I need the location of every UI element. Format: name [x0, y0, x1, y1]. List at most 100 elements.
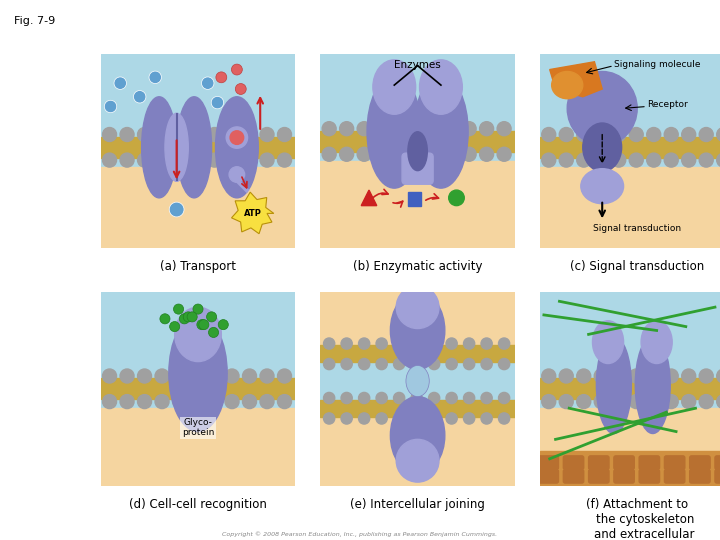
Ellipse shape — [641, 321, 672, 363]
Circle shape — [699, 153, 714, 167]
Circle shape — [392, 122, 406, 136]
Circle shape — [392, 147, 406, 161]
Text: (f) Attachment to
    the cytoskeleton
    and extracellular
    matrix (ECM): (f) Attachment to the cytoskeleton and e… — [580, 498, 695, 540]
Circle shape — [629, 369, 643, 383]
FancyBboxPatch shape — [690, 469, 710, 483]
Ellipse shape — [396, 440, 439, 482]
Circle shape — [230, 131, 243, 144]
Bar — [540, 378, 720, 400]
Circle shape — [120, 127, 134, 141]
Circle shape — [138, 369, 151, 383]
Circle shape — [498, 359, 510, 370]
Circle shape — [120, 369, 134, 383]
Ellipse shape — [215, 97, 258, 198]
Circle shape — [577, 153, 590, 167]
Circle shape — [341, 393, 352, 403]
Circle shape — [104, 100, 117, 113]
FancyBboxPatch shape — [665, 469, 685, 483]
Circle shape — [647, 369, 661, 383]
Circle shape — [665, 127, 678, 141]
Bar — [101, 167, 295, 248]
FancyBboxPatch shape — [589, 456, 609, 469]
Circle shape — [323, 393, 335, 403]
Bar — [320, 161, 515, 248]
Circle shape — [190, 395, 204, 409]
Circle shape — [173, 153, 186, 167]
Circle shape — [231, 64, 243, 75]
Circle shape — [497, 147, 511, 161]
Circle shape — [187, 312, 197, 322]
Ellipse shape — [175, 307, 221, 362]
Circle shape — [629, 153, 643, 167]
Circle shape — [612, 153, 626, 167]
Text: (b) Enzymatic activity: (b) Enzymatic activity — [353, 260, 482, 273]
Circle shape — [243, 153, 256, 167]
Circle shape — [225, 127, 239, 141]
Ellipse shape — [408, 132, 428, 171]
Circle shape — [207, 369, 222, 383]
Circle shape — [359, 393, 370, 403]
Circle shape — [411, 338, 422, 349]
Circle shape — [193, 304, 203, 314]
Circle shape — [612, 127, 626, 141]
Circle shape — [149, 71, 161, 84]
FancyBboxPatch shape — [402, 153, 433, 184]
Circle shape — [612, 369, 626, 383]
Circle shape — [133, 91, 146, 103]
Circle shape — [359, 413, 370, 424]
Circle shape — [243, 127, 256, 141]
Circle shape — [647, 127, 661, 141]
Circle shape — [374, 147, 389, 161]
Bar — [101, 137, 295, 158]
Circle shape — [229, 167, 245, 183]
Text: Signal transduction: Signal transduction — [593, 225, 681, 233]
Circle shape — [462, 122, 476, 136]
Circle shape — [138, 127, 151, 141]
Circle shape — [138, 395, 151, 409]
Circle shape — [480, 147, 494, 161]
Circle shape — [541, 395, 556, 409]
FancyBboxPatch shape — [563, 469, 584, 483]
Circle shape — [481, 393, 492, 403]
Circle shape — [155, 395, 169, 409]
Ellipse shape — [142, 97, 176, 198]
Circle shape — [594, 153, 608, 167]
Circle shape — [102, 369, 117, 383]
Circle shape — [173, 127, 186, 141]
Circle shape — [341, 359, 352, 370]
Circle shape — [428, 413, 440, 424]
Bar — [320, 400, 515, 417]
Circle shape — [260, 369, 274, 383]
Circle shape — [629, 395, 643, 409]
FancyBboxPatch shape — [639, 456, 660, 469]
FancyBboxPatch shape — [715, 469, 720, 483]
Circle shape — [209, 327, 219, 338]
Circle shape — [394, 359, 405, 370]
Circle shape — [374, 122, 389, 136]
Circle shape — [541, 369, 556, 383]
Circle shape — [716, 127, 720, 141]
Ellipse shape — [593, 321, 624, 363]
Circle shape — [207, 127, 222, 141]
Ellipse shape — [176, 97, 212, 198]
Circle shape — [559, 369, 573, 383]
Text: Fig. 7-9: Fig. 7-9 — [14, 16, 55, 26]
Circle shape — [277, 395, 292, 409]
FancyBboxPatch shape — [538, 456, 559, 469]
Circle shape — [577, 127, 590, 141]
Ellipse shape — [414, 76, 468, 188]
Circle shape — [699, 127, 714, 141]
Text: (d) Cell-cell recognition: (d) Cell-cell recognition — [129, 498, 267, 511]
Circle shape — [594, 395, 608, 409]
Bar — [320, 292, 515, 360]
FancyBboxPatch shape — [690, 456, 710, 469]
Circle shape — [541, 127, 556, 141]
Circle shape — [183, 312, 194, 322]
Circle shape — [498, 393, 510, 403]
Circle shape — [480, 122, 494, 136]
Polygon shape — [232, 192, 274, 234]
Circle shape — [170, 321, 180, 332]
Circle shape — [716, 395, 720, 409]
Text: (e) Intercellular joining: (e) Intercellular joining — [350, 498, 485, 511]
Circle shape — [411, 359, 422, 370]
